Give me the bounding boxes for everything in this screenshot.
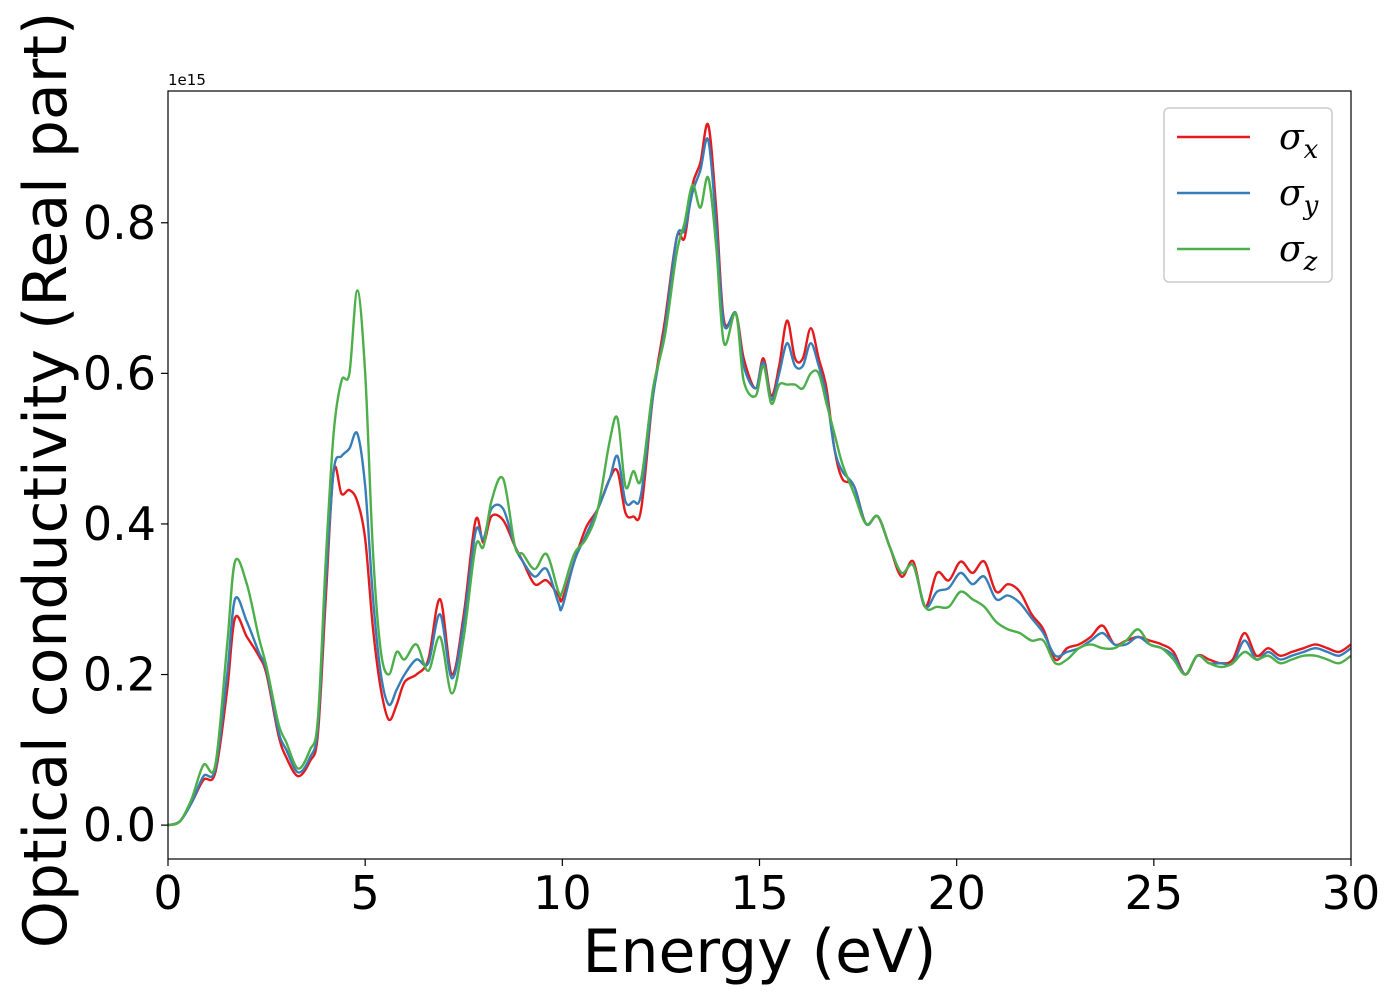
legend-label-x: σx — [1279, 117, 1319, 165]
legend-label-y: σy — [1279, 173, 1319, 221]
legend: σx σy σz — [1163, 107, 1333, 283]
y-axis-label: Optical conductivity (Real part) — [11, 12, 81, 949]
legend-box — [1163, 107, 1333, 283]
plot-lines — [168, 122, 1351, 827]
y-tick-label: 0.6 — [83, 346, 156, 400]
y-offset-label: 1e15 — [168, 71, 206, 89]
x-tick-label: 10 — [533, 866, 592, 920]
x-tick-label: 20 — [927, 866, 986, 920]
x-tick-label: 0 — [153, 866, 182, 920]
series-line-z — [168, 175, 1351, 827]
y-tick-label: 0.8 — [83, 196, 156, 250]
x-tick-label: 15 — [730, 866, 789, 920]
x-tick-label: 25 — [1125, 866, 1184, 920]
legend-label-z: σz — [1279, 229, 1318, 277]
y-axis: 0.0 0.2 0.4 0.6 0.8 — [83, 196, 168, 852]
y-tick-label: 0.2 — [83, 648, 156, 702]
x-tick-label: 30 — [1322, 866, 1381, 920]
x-tick-label: 5 — [351, 866, 380, 920]
y-tick-label: 0.4 — [83, 497, 156, 551]
y-tick-label: 0.0 — [83, 798, 156, 852]
x-axis-label: Energy (eV) — [583, 917, 937, 987]
x-axis: 0 5 10 15 20 25 30 — [153, 859, 1380, 920]
